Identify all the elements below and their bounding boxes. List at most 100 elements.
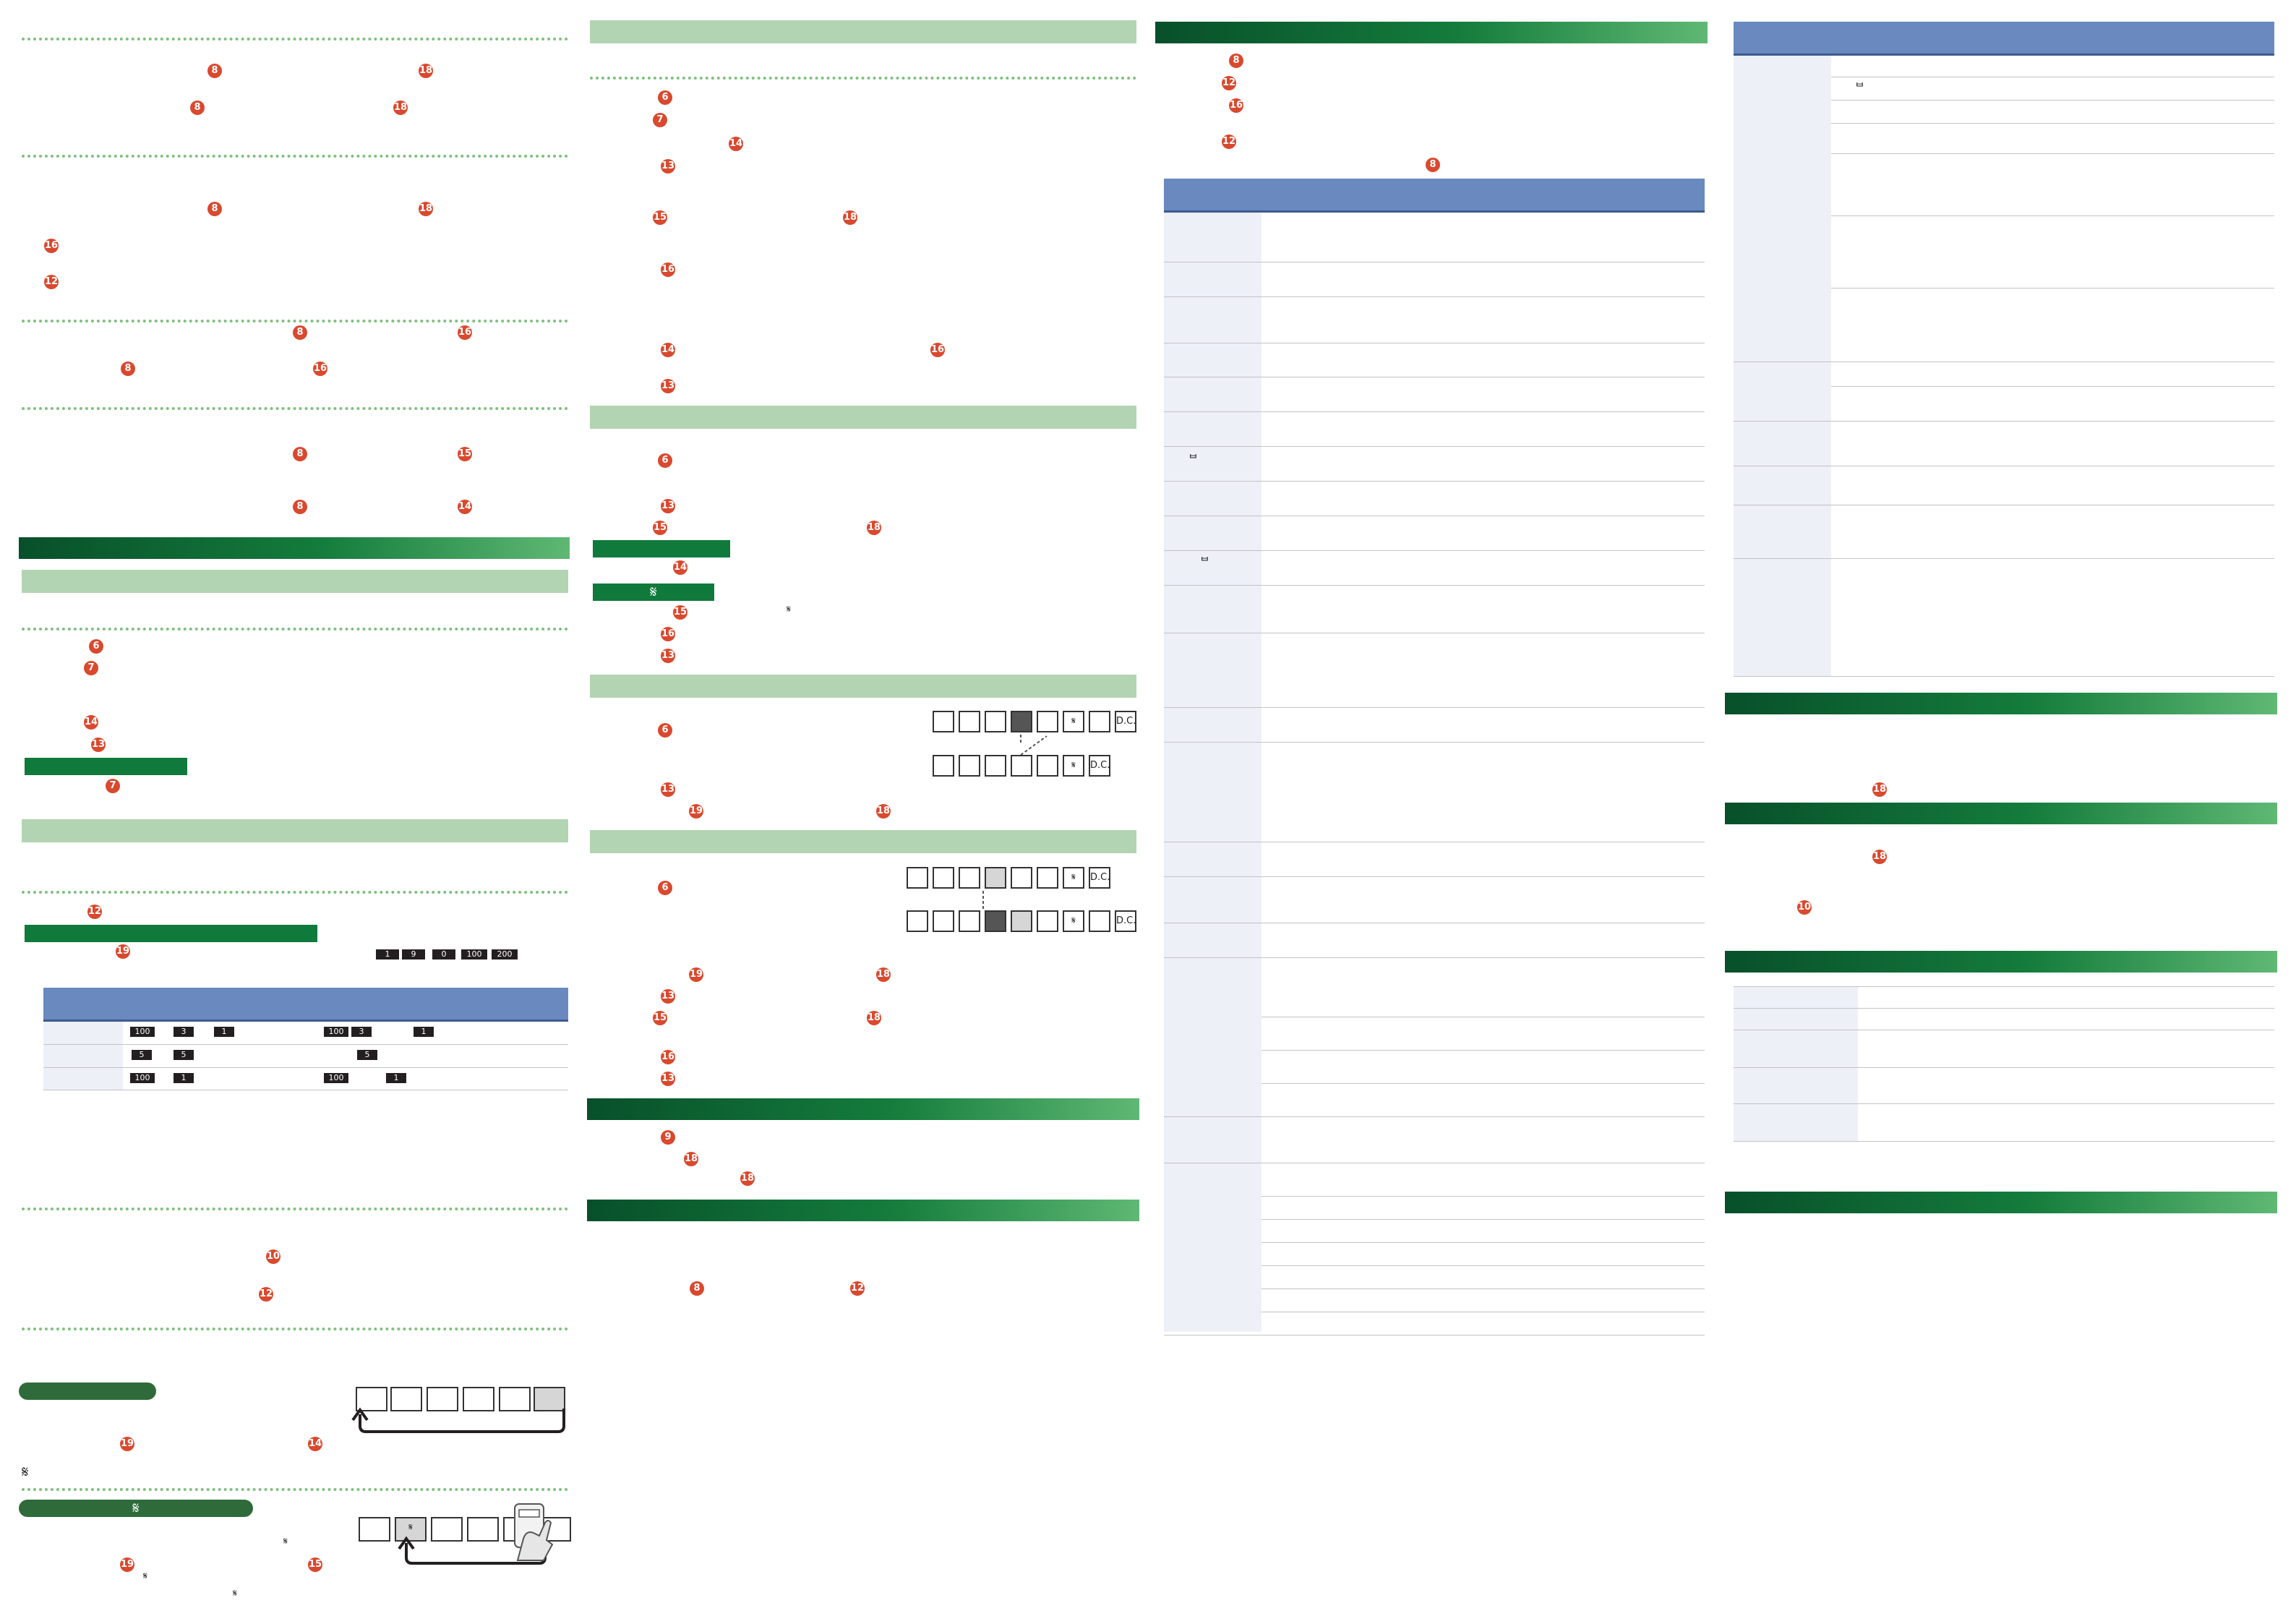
step-badge: 14 (308, 1437, 322, 1451)
measure-cell-current (534, 1387, 565, 1411)
step-badge: 19 (120, 1437, 134, 1451)
step-badge: 15 (653, 521, 667, 535)
key-5: 5 (132, 1050, 152, 1060)
repeat-arrow (351, 1407, 565, 1433)
key-1: 1 (174, 1073, 194, 1083)
measure-cell (427, 1387, 458, 1411)
measure-cell-dc: D.C. (1115, 711, 1136, 732)
table-first-column (1164, 213, 1261, 1332)
section-divider (590, 77, 1136, 80)
measure-cell-dc: D.C. (1115, 910, 1136, 932)
step-badge: 18 (867, 521, 881, 535)
measure-cell (499, 1387, 531, 1411)
table-row-divider (1164, 481, 1705, 482)
table-row-divider (1734, 1008, 2274, 1009)
step-badge: 13 (661, 649, 675, 663)
step-badge: 7 (106, 779, 120, 793)
step-badge: 12 (259, 1287, 273, 1302)
chapter-header-bar (1725, 951, 2277, 973)
measure-cell (933, 867, 954, 889)
table-sub-divider (1261, 1219, 1705, 1220)
chapter-header-bar (1725, 693, 2277, 714)
step-badge: 16 (44, 239, 59, 253)
step-badge: 14 (84, 715, 98, 730)
measure-cell (959, 755, 980, 777)
measure-cell (959, 711, 980, 732)
highlight-label: 𝄋 (593, 584, 714, 601)
key-1: 1 (214, 1027, 234, 1037)
table-row-divider (1164, 957, 1705, 958)
table-row-divider (1734, 676, 2274, 677)
step-badge: 16 (930, 343, 945, 357)
jump-connector (982, 891, 984, 911)
step-badge: 19 (116, 944, 130, 959)
section-divider (22, 891, 568, 894)
table-sub-divider (1261, 1288, 1705, 1289)
step-badge: 18 (1872, 782, 1887, 797)
measure-cell (933, 755, 954, 777)
step-badge: 6 (658, 723, 672, 738)
segno-icon: 𝄋 (1071, 716, 1076, 727)
measure-cell (1037, 755, 1058, 777)
table-sub-divider (1261, 1242, 1705, 1243)
measure-cell (1011, 755, 1032, 777)
table-row-divider (1164, 446, 1705, 447)
step-badge: 15 (458, 447, 472, 461)
measure-cell (356, 1387, 387, 1411)
measure-cell-segno: 𝄋 (1063, 910, 1084, 932)
step-badge: 12 (1222, 134, 1236, 149)
step-badge: 19 (689, 804, 703, 819)
step-badge: 8 (1426, 158, 1440, 172)
step-badge: 18 (1872, 850, 1887, 864)
step-badge: 8 (207, 202, 222, 216)
table-row-divider (1734, 421, 2274, 422)
sharp-glyph: ᄇ (1855, 82, 1864, 93)
measure-cell (467, 1517, 499, 1542)
measure-cell (985, 755, 1006, 777)
key-1: 1 (386, 1073, 406, 1083)
table-sub-divider (1831, 386, 2274, 387)
step-badge: 18 (419, 202, 433, 216)
table-first-column (43, 1022, 123, 1090)
key-5: 5 (174, 1050, 194, 1060)
measure-cell-current (985, 910, 1006, 932)
step-badge: 12 (1222, 76, 1236, 90)
key-3: 3 (351, 1027, 372, 1037)
step-badge: 16 (1229, 98, 1243, 113)
chapter-header-bar (19, 537, 570, 559)
step-badge: 13 (661, 1072, 675, 1086)
step-badge: 15 (673, 605, 687, 620)
highlight-label (25, 758, 187, 775)
measure-cell (907, 867, 928, 889)
step-badge: 16 (661, 262, 675, 277)
step-badge: 13 (661, 782, 675, 797)
segno-icon: 𝄋 (233, 1588, 238, 1599)
step-badge: 8 (293, 447, 307, 461)
step-badge: 8 (207, 64, 222, 78)
table-sub-divider (1831, 215, 2274, 216)
step-badge: 9 (661, 1130, 675, 1145)
step-badge: 18 (740, 1171, 755, 1186)
section-header-bar (590, 20, 1136, 43)
step-badge: 18 (876, 804, 891, 819)
jump-connector (1020, 735, 1048, 756)
table-sub-divider (1831, 153, 2274, 154)
step-badge: 13 (661, 989, 675, 1004)
table-header (1734, 22, 2274, 56)
step-badge: 6 (658, 90, 672, 105)
step-badge: 6 (658, 453, 672, 468)
section-divider (22, 320, 568, 322)
table-row-divider (1734, 558, 2274, 559)
step-badge: 15 (653, 210, 667, 225)
section-header-bar (22, 819, 568, 842)
step-badge: 15 (308, 1557, 322, 1572)
measure-cell-highlight (985, 867, 1006, 889)
table-sub-divider (1831, 288, 2274, 289)
table-row-divider (1734, 1141, 2274, 1142)
section-divider (22, 1328, 568, 1330)
table-header (1164, 179, 1705, 213)
table-header (43, 988, 568, 1022)
table-sub-divider (1261, 1196, 1705, 1197)
table-row-divider (43, 1044, 568, 1045)
step-badge: 8 (1229, 54, 1243, 68)
